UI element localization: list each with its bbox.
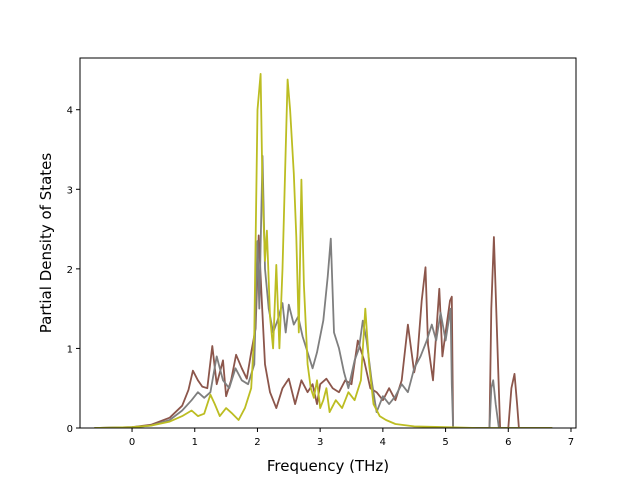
y-axis-label: Partial Density of States: [37, 153, 55, 334]
y-axis-ticks: 0 1 2 3 4: [67, 106, 80, 435]
series-line-3: [94, 73, 553, 428]
x-tick-label: 1: [192, 437, 198, 448]
x-tick-label: 3: [317, 437, 323, 448]
x-tick-label: 5: [442, 437, 448, 448]
plot-area: [80, 58, 576, 428]
y-tick-label: 4: [67, 106, 73, 117]
x-axis-ticks: 0 1 2 3 4 5 6 7: [129, 428, 574, 448]
y-tick-label: 3: [67, 185, 73, 196]
x-tick-label: 2: [254, 437, 260, 448]
y-tick-label: 2: [67, 265, 73, 276]
series-line-1: [94, 234, 553, 428]
plot-frame: [79, 57, 577, 429]
x-tick-label: 0: [129, 437, 135, 448]
x-tick-label: 4: [380, 437, 386, 448]
x-axis-label: Frequency (THz): [267, 457, 389, 475]
y-tick-label: 1: [67, 344, 73, 355]
series-line-2: [94, 155, 553, 428]
y-tick-label: 0: [67, 424, 73, 435]
series-layer: [94, 73, 553, 428]
x-tick-label: 7: [568, 437, 574, 448]
x-tick-label: 6: [505, 437, 511, 448]
